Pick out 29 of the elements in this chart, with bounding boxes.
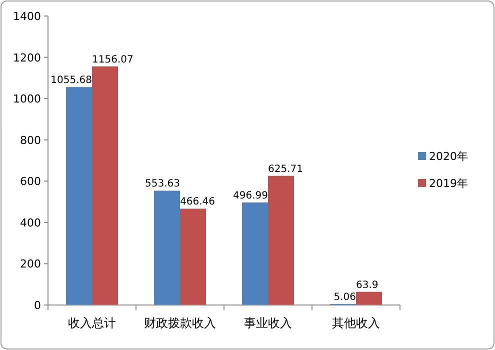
data-label: 1156.07 xyxy=(92,54,134,66)
data-label: 466.46 xyxy=(180,196,215,208)
x-tick-label: 其他收入 xyxy=(332,316,380,330)
y-tick-label: 200 xyxy=(20,258,41,271)
bar xyxy=(92,66,118,305)
y-tick-label: 1200 xyxy=(13,51,41,64)
x-tick-label: 事业收入 xyxy=(244,316,292,330)
bar xyxy=(356,292,382,305)
data-label: 63.9 xyxy=(356,280,378,291)
y-tick-label: 800 xyxy=(20,134,41,147)
data-label: 1055.68 xyxy=(50,75,92,86)
bar xyxy=(242,202,268,305)
bar xyxy=(268,176,294,305)
x-tick-label: 收入总计 xyxy=(68,316,116,330)
y-tick-label: 600 xyxy=(20,175,41,188)
data-label: 5.06 xyxy=(334,292,356,303)
y-tick-label: 400 xyxy=(20,216,41,230)
data-label: 553.63 xyxy=(145,178,180,190)
bar xyxy=(66,87,92,305)
y-tick-label: 0 xyxy=(34,299,41,312)
legend-label: 2020年 xyxy=(429,150,468,163)
legend-label: 2019年 xyxy=(429,177,468,190)
data-label: 496.99 xyxy=(233,190,268,202)
y-tick-label: 1400 xyxy=(13,10,41,23)
x-tick-label: 财政拨款收入 xyxy=(144,316,216,330)
y-tick-label: 1000 xyxy=(13,92,41,106)
bar xyxy=(180,208,206,305)
bar xyxy=(154,190,180,305)
data-label: 625.71 xyxy=(268,164,303,175)
